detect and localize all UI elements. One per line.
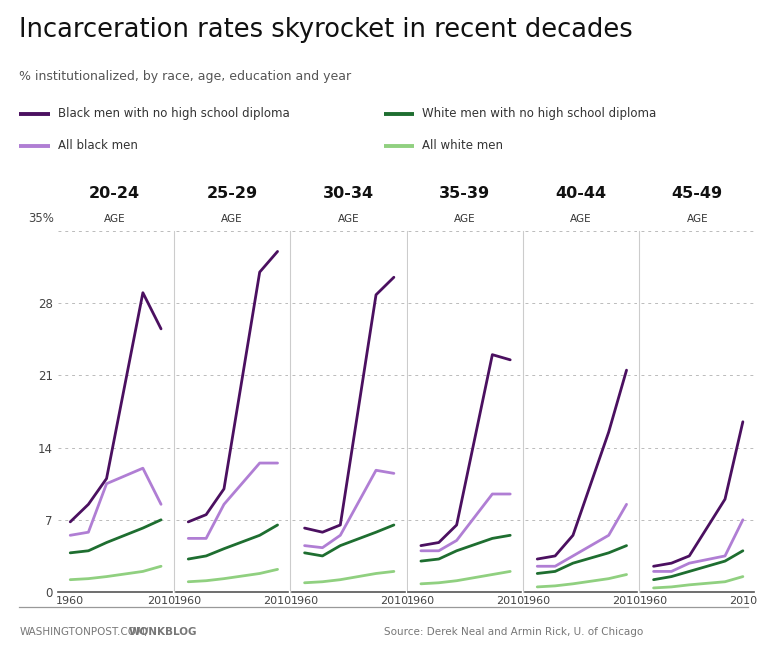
Text: AGE: AGE <box>104 214 126 224</box>
Text: % institutionalized, by race, age, education and year: % institutionalized, by race, age, educa… <box>19 70 351 83</box>
Text: 35%: 35% <box>28 213 54 225</box>
Text: 45-49: 45-49 <box>672 186 723 201</box>
Text: 25-29: 25-29 <box>206 186 258 201</box>
Text: 40-44: 40-44 <box>555 186 607 201</box>
Text: WONKBLOG: WONKBLOG <box>129 628 197 637</box>
Text: Black men with no high school diploma: Black men with no high school diploma <box>58 107 289 120</box>
Text: AGE: AGE <box>337 214 359 224</box>
Text: WASHINGTONPOST.COM/: WASHINGTONPOST.COM/ <box>19 628 149 637</box>
Text: Incarceration rates skyrocket in recent decades: Incarceration rates skyrocket in recent … <box>19 17 633 43</box>
Text: White men with no high school diploma: White men with no high school diploma <box>422 107 656 120</box>
Text: AGE: AGE <box>570 214 592 224</box>
Text: All black men: All black men <box>58 139 137 153</box>
Text: All white men: All white men <box>422 139 503 153</box>
Text: AGE: AGE <box>221 214 243 224</box>
Text: Source: Derek Neal and Armin Rick, U. of Chicago: Source: Derek Neal and Armin Rick, U. of… <box>384 628 643 637</box>
Text: 35-39: 35-39 <box>439 186 490 201</box>
Text: AGE: AGE <box>686 214 708 224</box>
Text: 30-34: 30-34 <box>323 186 374 201</box>
Text: AGE: AGE <box>454 214 476 224</box>
Text: 20-24: 20-24 <box>89 186 140 201</box>
